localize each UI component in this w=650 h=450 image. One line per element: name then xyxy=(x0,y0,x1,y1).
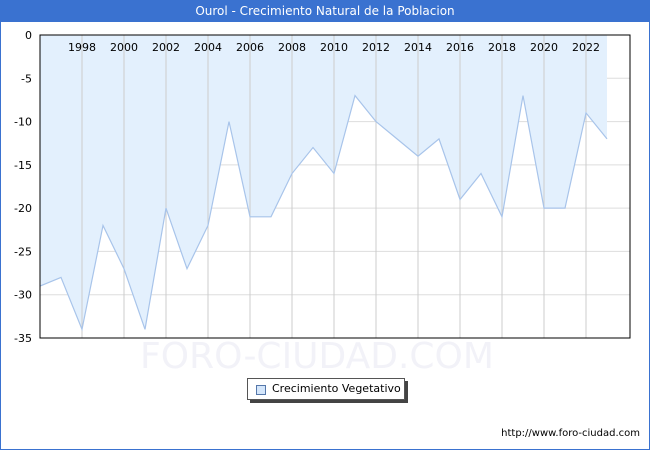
y-tick-label: -35 xyxy=(14,332,32,345)
x-tick-label: 2016 xyxy=(446,41,474,54)
area-fill xyxy=(40,35,607,330)
x-tick-label: 2010 xyxy=(320,41,348,54)
x-tick-label: 2022 xyxy=(572,41,600,54)
x-tick-label: 2014 xyxy=(404,41,432,54)
watermark: FORO-CIUDAD.COM xyxy=(140,336,494,377)
legend: Crecimiento Vegetativo xyxy=(247,378,405,400)
legend-swatch-icon xyxy=(256,385,266,395)
x-tick-label: 1998 xyxy=(68,41,96,54)
y-tick-label: -20 xyxy=(14,202,32,215)
chart-title: Ourol - Crecimiento Natural de la Poblac… xyxy=(0,0,650,22)
x-tick-label: 2018 xyxy=(488,41,516,54)
y-tick-label: -30 xyxy=(14,289,32,302)
source-url: http://www.foro-ciudad.com xyxy=(501,428,640,439)
y-tick-label: -5 xyxy=(21,72,32,85)
x-tick-label: 2012 xyxy=(362,41,390,54)
y-tick-label: 0 xyxy=(25,29,32,42)
y-tick-label: -15 xyxy=(14,159,32,172)
y-tick-label: -25 xyxy=(14,245,32,258)
legend-label: Crecimiento Vegetativo xyxy=(272,382,401,395)
x-tick-label: 2004 xyxy=(194,41,222,54)
y-tick-label: -10 xyxy=(14,116,32,129)
x-tick-label: 2008 xyxy=(278,41,306,54)
x-tick-label: 2000 xyxy=(110,41,138,54)
x-tick-label: 2020 xyxy=(530,41,558,54)
data-line xyxy=(39,94,608,332)
x-tick-label: 2002 xyxy=(152,41,180,54)
x-tick-label: 2006 xyxy=(236,41,264,54)
